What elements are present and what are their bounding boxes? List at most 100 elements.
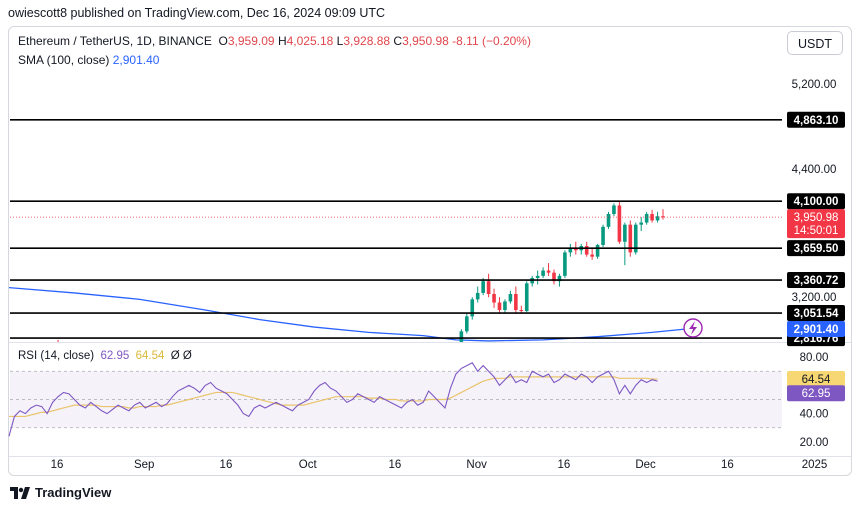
candle-body <box>574 248 578 251</box>
close-label: C <box>393 34 403 48</box>
last-price-label: 3,950.98 <box>794 212 839 224</box>
sma-label[interactable]: SMA (100, close) <box>18 53 110 67</box>
candle-body <box>563 252 567 276</box>
sma-tag <box>787 321 845 338</box>
rsi-tick-label: 40.00 <box>800 409 829 421</box>
candle-body <box>552 272 556 282</box>
candle-body <box>508 294 513 302</box>
candle-body <box>595 244 600 257</box>
rsi-ma-tag <box>787 370 845 387</box>
candle-body <box>617 205 622 242</box>
level-tag-label: 4,100.00 <box>794 196 839 208</box>
candle-body <box>612 205 616 214</box>
sma-line <box>9 286 685 342</box>
time-tick-label: 16 <box>557 459 570 471</box>
rsi-value: 62.95 <box>100 350 130 362</box>
candle-body <box>459 331 464 342</box>
candle-body <box>503 301 507 310</box>
candle-body <box>356 368 360 370</box>
candle-body <box>334 361 338 363</box>
candle-body <box>438 363 442 365</box>
time-tick-label: Oct <box>299 459 318 471</box>
level-tag-label: 3,659.50 <box>794 243 839 255</box>
price-tick-label: 4,400.00 <box>792 164 837 176</box>
time-axis: 16 Sep 16 Oct 16 Nov 16 Dec 16 2025 <box>9 456 851 471</box>
rsi-pane <box>8 362 782 437</box>
tradingview-logo[interactable]: TradingView <box>10 485 111 500</box>
price-tick-label: 3,200.00 <box>792 292 837 304</box>
change-value: -8.11 (−0.20%) <box>452 34 531 48</box>
candle-body <box>340 363 344 369</box>
candle-body <box>220 358 224 360</box>
time-tick-label: 16 <box>51 459 64 471</box>
candle-body <box>209 353 213 356</box>
candle-body <box>497 302 502 310</box>
sma-value: 2,901.40 <box>112 53 160 67</box>
rsi-extra-symbols: Ø Ø <box>170 350 192 362</box>
rsi-label[interactable]: RSI (14, close) <box>18 350 95 362</box>
candle-body <box>465 316 469 332</box>
candle-body <box>475 292 480 300</box>
candle-body <box>198 355 202 360</box>
rsi-ma-line <box>9 376 658 418</box>
open-label: O <box>218 34 228 48</box>
rsi-tag-label: 62.95 <box>802 388 831 400</box>
candle-body <box>225 358 229 360</box>
candle-body <box>432 361 436 363</box>
price-tick-label: 5,200.00 <box>792 79 837 91</box>
candle-body <box>486 281 491 294</box>
candle-body <box>568 248 573 253</box>
publisher-line: owiescott8 published on TradingView.com,… <box>8 6 386 20</box>
candle-body <box>584 246 589 255</box>
tradingview-logo-icon <box>10 486 30 499</box>
candle-body <box>78 362 82 367</box>
rsi-legend: RSI (14, close) 62.95 64.54 Ø Ø <box>18 350 192 362</box>
level-tag <box>787 193 845 210</box>
candle-body <box>443 365 447 367</box>
time-tick-label: Sep <box>134 459 154 471</box>
price-axis: 5,200.00 4,400.00 3,200.00 4,863.10 4,100.00… <box>787 79 845 449</box>
candle-body <box>557 275 562 282</box>
candle-body <box>639 222 643 225</box>
low-value: 3,928.88 <box>343 34 391 48</box>
candle-body <box>655 216 660 221</box>
rsi-tick-label: 20.00 <box>800 437 829 449</box>
open-value: 3,959.09 <box>227 34 275 48</box>
candle-body <box>231 360 235 363</box>
candle-body <box>323 359 327 361</box>
rsi-line <box>8 362 658 437</box>
last-price-tag <box>787 209 845 239</box>
currency-button[interactable]: USDT <box>787 31 843 55</box>
time-tick-label: 16 <box>389 459 402 471</box>
candle-body <box>13 353 17 362</box>
candle-body <box>606 214 611 227</box>
price-pane <box>7 119 851 372</box>
level-tag-label: 3,360.72 <box>794 275 839 287</box>
low-label: L <box>336 34 344 48</box>
level-tag <box>787 305 845 322</box>
chart-frame <box>8 26 852 476</box>
time-tick-label: 2025 <box>802 459 828 471</box>
close-value: 3,950.98 <box>402 34 449 48</box>
candle-body <box>318 361 322 366</box>
symbol-name[interactable]: Ethereum / TetherUS, 1D, BINANCE <box>18 34 212 48</box>
candle-body <box>7 360 11 361</box>
symbol-legend: Ethereum / TetherUS, 1D, BINANCE O3,959.… <box>18 34 531 68</box>
candle-body <box>427 361 431 366</box>
candle-body <box>519 310 524 312</box>
candle-body <box>176 364 180 368</box>
candle-body <box>203 353 207 355</box>
candle-body <box>661 216 665 218</box>
candle-body <box>590 254 594 257</box>
candles <box>7 201 665 372</box>
candle-body <box>481 281 485 293</box>
time-tick-label: Dec <box>635 459 656 471</box>
candle-body <box>492 294 496 303</box>
level-tag <box>787 240 845 257</box>
candle-body <box>236 363 240 372</box>
lightning-icon[interactable] <box>683 318 703 338</box>
candle-body <box>514 294 518 310</box>
candle-body <box>84 368 88 371</box>
rsi-ma-value: 64.54 <box>135 350 165 362</box>
